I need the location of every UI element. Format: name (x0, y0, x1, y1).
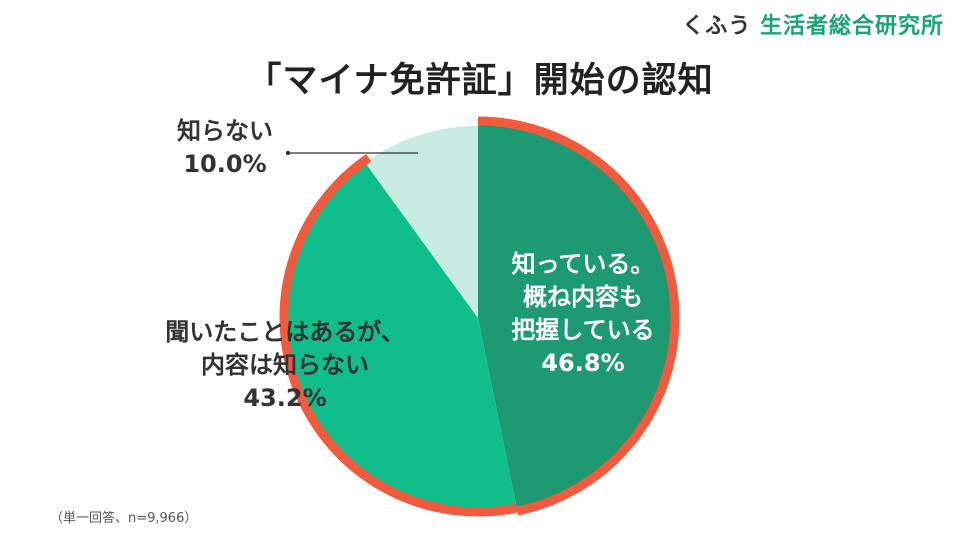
brand-logo: くふう 生活者総合研究所 (682, 8, 944, 40)
slice-label-unaware: 知らない 10.0% (177, 117, 273, 178)
slice-aware (478, 121, 675, 512)
highlight-outline-aware (477, 116, 680, 516)
leader-dot (285, 150, 291, 156)
slice-heard (286, 162, 517, 510)
chart-title: 「マイナ免許証」開始の認知 (246, 61, 714, 101)
sample-note: （単一回答、n=9,966） (50, 511, 198, 526)
brand-prefix: くふう (682, 14, 752, 39)
slice-label-heard: 聞いたことはあるが、内容は知らない 43.2% (165, 318, 405, 412)
highlight-outline-heard (279, 153, 518, 517)
slice-unaware (365, 126, 478, 318)
slice-label-aware: 知っている。概ね内容も把握している 46.8% (511, 250, 654, 377)
brand-name: 生活者総合研究所 (759, 14, 944, 39)
